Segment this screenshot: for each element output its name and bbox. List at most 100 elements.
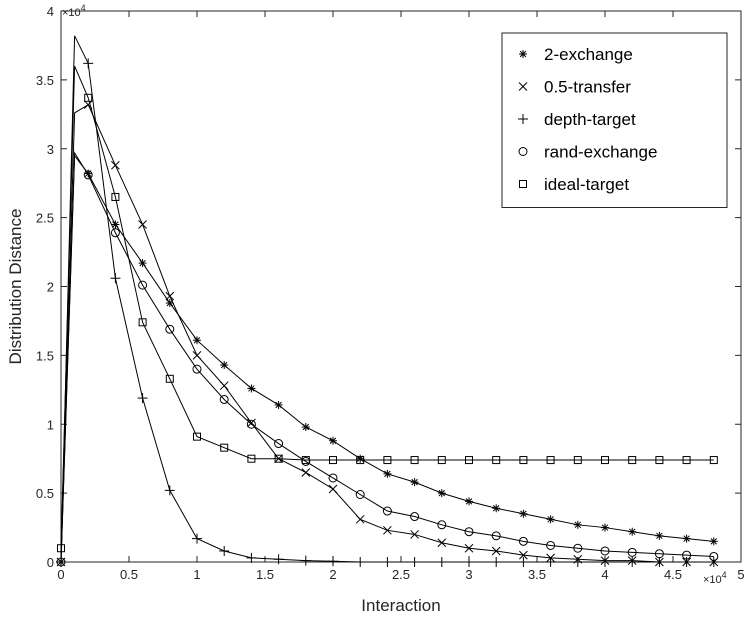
data-point-circle — [355, 490, 365, 500]
data-point-circle — [627, 547, 637, 557]
data-point-square — [628, 456, 637, 465]
data-point-asterisk — [628, 527, 637, 536]
data-point-circle — [437, 520, 447, 530]
y-tick-label: 0.5 — [36, 486, 54, 501]
legend-label: depth-target — [544, 110, 636, 129]
x-axis: 0 0.5 1 1.5 2 2.5 3 3.5 4 4.5 5 — [57, 11, 745, 582]
data-point-circle — [328, 473, 338, 483]
series-layer — [56, 35, 719, 567]
data-point-asterisk — [138, 259, 147, 268]
data-point-square — [709, 456, 718, 465]
data-point-circle — [246, 419, 256, 429]
data-point-asterisk — [220, 361, 229, 370]
x-tick-label: 1.5 — [256, 567, 274, 582]
x-tick-label: 1 — [193, 567, 200, 582]
data-point-asterisk — [546, 515, 555, 524]
y-axis-title: Distribution Distance — [6, 209, 25, 365]
data-point-square — [329, 456, 337, 465]
data-point-x — [138, 220, 147, 229]
x-exponent-base: ×10 — [703, 574, 722, 586]
data-point-x — [328, 484, 338, 494]
data-point-asterisk — [274, 400, 283, 409]
data-point-square — [465, 456, 473, 465]
data-point-square — [682, 456, 691, 465]
circle-marker — [518, 147, 528, 156]
x-axis-exponent: ×104 — [703, 570, 727, 586]
data-point-asterisk — [682, 534, 691, 543]
data-point-x — [165, 291, 175, 301]
legend: 2-exchange 0.5-transfer depth-target rand-e… — [501, 32, 728, 208]
y-tick-label: 3 — [47, 142, 54, 157]
data-point-plus — [409, 557, 420, 567]
x-tick-label: 2.5 — [392, 567, 410, 582]
y-tick-label: 4 — [47, 4, 54, 19]
legend-label: 0.5-transfer — [544, 78, 631, 97]
x-tick-label: 3 — [465, 567, 472, 582]
x-tick-label: 4 — [601, 567, 608, 582]
data-point-plus — [219, 545, 230, 556]
data-point-asterisk — [465, 497, 473, 506]
data-point-plus — [545, 557, 556, 567]
series-line — [60, 151, 714, 563]
data-point-square — [165, 374, 174, 383]
data-point-asterisk — [329, 436, 337, 445]
asterisk-marker — [519, 50, 527, 58]
data-point-square — [519, 456, 528, 465]
data-point-square — [274, 454, 283, 463]
data-point-plus — [110, 273, 121, 284]
data-point-square — [138, 318, 147, 327]
data-point-circle — [464, 527, 474, 537]
data-point-plus — [600, 557, 610, 567]
data-point-plus — [83, 58, 94, 69]
legend-item: ideal-target — [519, 175, 629, 194]
data-point-x — [111, 160, 120, 170]
legend-box — [501, 32, 728, 208]
x-tick-label: 3.5 — [528, 567, 546, 582]
data-point-plus — [192, 533, 202, 544]
data-point-asterisk — [410, 478, 419, 487]
data-point-asterisk — [247, 384, 256, 393]
series-depth-target — [56, 35, 719, 567]
y-tick-label: 2 — [47, 280, 54, 295]
data-point-circle — [654, 549, 664, 559]
data-point-asterisk — [111, 220, 120, 229]
legend-label: 2-exchange — [544, 45, 633, 64]
data-point-square — [111, 192, 120, 201]
y-tick-label: 0 — [47, 555, 54, 570]
data-point-square — [655, 456, 664, 465]
data-point-circle — [165, 324, 175, 334]
data-point-circle — [382, 506, 392, 516]
x-tick-label: 2 — [329, 567, 336, 582]
data-point-circle — [192, 364, 202, 374]
data-point-circle — [546, 540, 556, 550]
data-point-x — [192, 351, 202, 360]
legend-item: depth-target — [518, 110, 636, 129]
data-point-plus — [382, 557, 393, 567]
x-tick-label: 4.5 — [664, 567, 682, 582]
data-point-x — [464, 543, 474, 553]
data-point-plus — [246, 552, 257, 563]
data-point-x — [410, 530, 419, 539]
data-point-circle — [83, 170, 93, 180]
data-point-circle — [491, 531, 501, 541]
y-tick-label: 2.5 — [36, 211, 54, 226]
plus-marker — [518, 114, 528, 124]
y-exponent-power: 4 — [81, 3, 86, 13]
data-point-plus — [273, 554, 284, 565]
data-point-square — [356, 456, 365, 465]
data-point-circle — [600, 546, 610, 556]
data-point-asterisk — [492, 504, 501, 513]
data-point-plus — [164, 485, 175, 496]
data-point-square — [220, 443, 229, 452]
data-point-circle — [518, 536, 528, 546]
data-point-square — [57, 544, 65, 553]
data-point-square — [410, 456, 419, 465]
data-point-plus — [300, 555, 311, 566]
data-point-plus — [518, 557, 529, 567]
data-point-asterisk — [519, 509, 528, 518]
data-point-asterisk — [655, 531, 664, 540]
series-line — [60, 65, 714, 549]
legend-item: 2-exchange — [519, 45, 633, 64]
square-marker — [519, 180, 527, 188]
